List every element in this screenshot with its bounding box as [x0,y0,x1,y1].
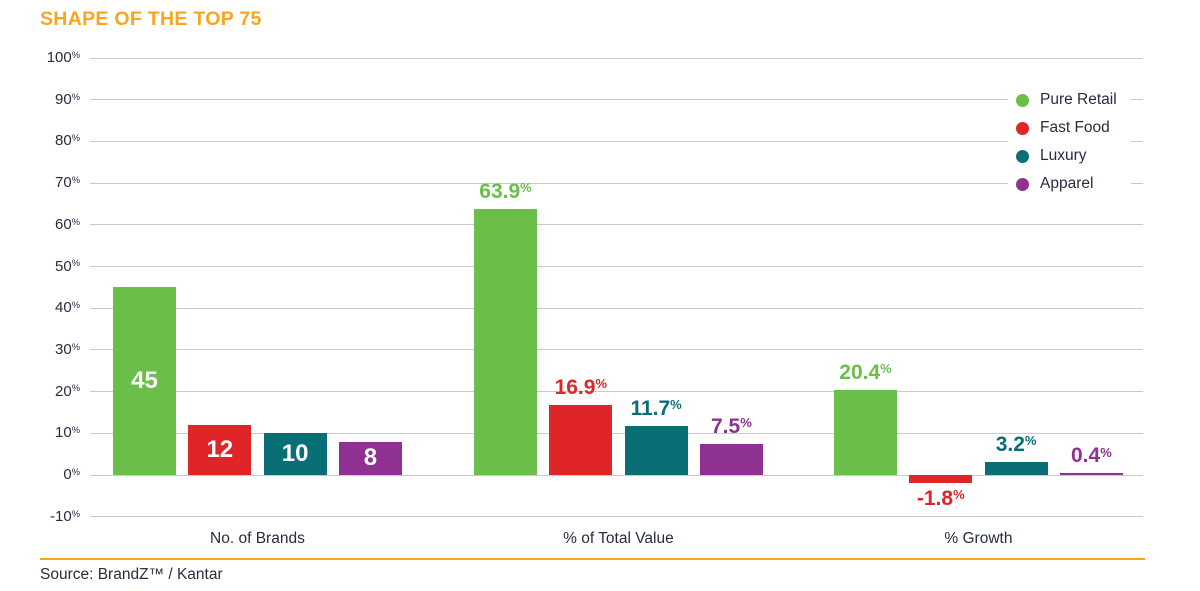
bar-value-label: 45 [131,367,158,395]
legend-dot-icon [1016,93,1029,107]
bar-value-label: 63.9% [479,179,532,203]
bar-luxury-no-of-brands: 10 [263,433,327,476]
bar-fast-food-growth [909,475,973,483]
legend-item-apparel: Apparel [1016,170,1117,198]
percent-superscript: % [71,341,80,352]
y-axis-tick-label: 100% [46,49,80,66]
x-axis-category-label: % Growth [944,530,1013,547]
gridline [90,182,1143,184]
legend-dot-icon [1016,177,1029,191]
y-axis-tick-label: 80% [55,132,80,150]
bar-fast-food-of-total-value [549,404,613,476]
x-axis-category-label: No. of Brands [210,530,305,547]
percent-superscript: % [71,425,80,436]
y-axis-tick-label: 20% [55,382,80,400]
y-axis-tick-label: 60% [55,215,80,233]
y-axis-tick-label: -10% [50,507,80,525]
gridline [90,224,1143,226]
source-note: Source: BrandZ™ / Kantar [40,566,223,583]
legend-item-fast-food: Fast Food [1016,114,1117,142]
percent-superscript: % [71,133,80,144]
percent-superscript: % [670,397,682,413]
legend-item-pure-retail: Pure Retail [1016,86,1117,114]
bar-value-label: 12 [206,436,234,464]
bar-luxury-growth [984,461,1048,476]
legend-item-label: Apparel [1040,175,1094,192]
percent-superscript: % [71,216,80,227]
bar-value-label: 8 [363,444,378,472]
bar-pure-retail-of-total-value [474,208,537,476]
legend-dot-icon [1016,149,1029,163]
y-axis-tick-label: 10% [55,424,80,442]
bar-value-label: 3.2% [995,432,1037,456]
gridline [90,474,1143,476]
percent-superscript: % [520,179,532,195]
percent-superscript: % [71,91,80,102]
y-axis-tick-label: 40% [55,299,80,317]
gridline [90,307,1143,309]
percent-superscript: % [953,486,965,502]
percent-superscript: % [71,466,80,477]
bar-value-label: 11.7% [630,397,682,421]
gridline [90,57,1143,59]
bar-value-label: 10 [281,440,309,468]
bar-value-label: 7.5% [711,414,752,438]
legend-dot-icon [1016,121,1029,135]
bar-luxury-of-total-value [624,426,688,476]
gridline [90,266,1143,268]
bar-pure-retail-no-of-brands: 45 [113,287,176,476]
chart-legend: Pure Retail Fast Food Luxury Apparel [1008,83,1131,201]
gridline [90,432,1143,434]
bar-apparel-no-of-brands: 8 [338,441,402,476]
bar-value-label: 0.4% [1071,444,1112,468]
bar-value-label: 20.4% [839,360,892,384]
legend-item-luxury: Luxury [1016,142,1117,170]
bar-apparel-of-total-value [699,443,763,476]
percent-superscript: % [1100,444,1112,460]
percent-superscript: % [71,174,80,185]
gridline [90,516,1143,518]
x-axis-category-label: % of Total Value [563,530,674,547]
gridline [90,99,1143,101]
gridline [90,349,1143,351]
gridline [90,140,1143,142]
bar-fast-food-no-of-brands: 12 [188,425,252,476]
percent-superscript: % [71,258,80,269]
y-axis-tick-label: 90% [55,90,80,108]
percent-superscript: % [71,383,80,394]
y-axis-tick-label: 30% [55,340,80,358]
legend-item-label: Luxury [1040,147,1087,164]
percent-superscript: % [71,508,80,519]
bar-value-label: -1.8% [916,486,965,510]
y-axis-tick-label: 70% [55,174,80,192]
y-axis-tick-label: 50% [55,257,80,275]
y-axis-tick-label: 0% [63,466,80,484]
bar-pure-retail-growth [834,389,897,476]
percent-superscript: % [71,300,80,311]
chart-title: SHAPE OF THE TOP 75 [40,8,262,30]
legend-item-label: Pure Retail [1040,91,1117,108]
percent-superscript: % [71,49,80,60]
percent-superscript: % [880,361,892,377]
bar-apparel-growth [1059,473,1123,476]
bar-value-label: 16.9% [554,375,608,399]
percent-superscript: % [740,414,752,430]
legend-item-label: Fast Food [1040,119,1110,136]
percent-superscript: % [1024,432,1037,448]
percent-superscript: % [595,375,608,391]
footer-divider [40,558,1145,560]
gridline [90,391,1143,393]
